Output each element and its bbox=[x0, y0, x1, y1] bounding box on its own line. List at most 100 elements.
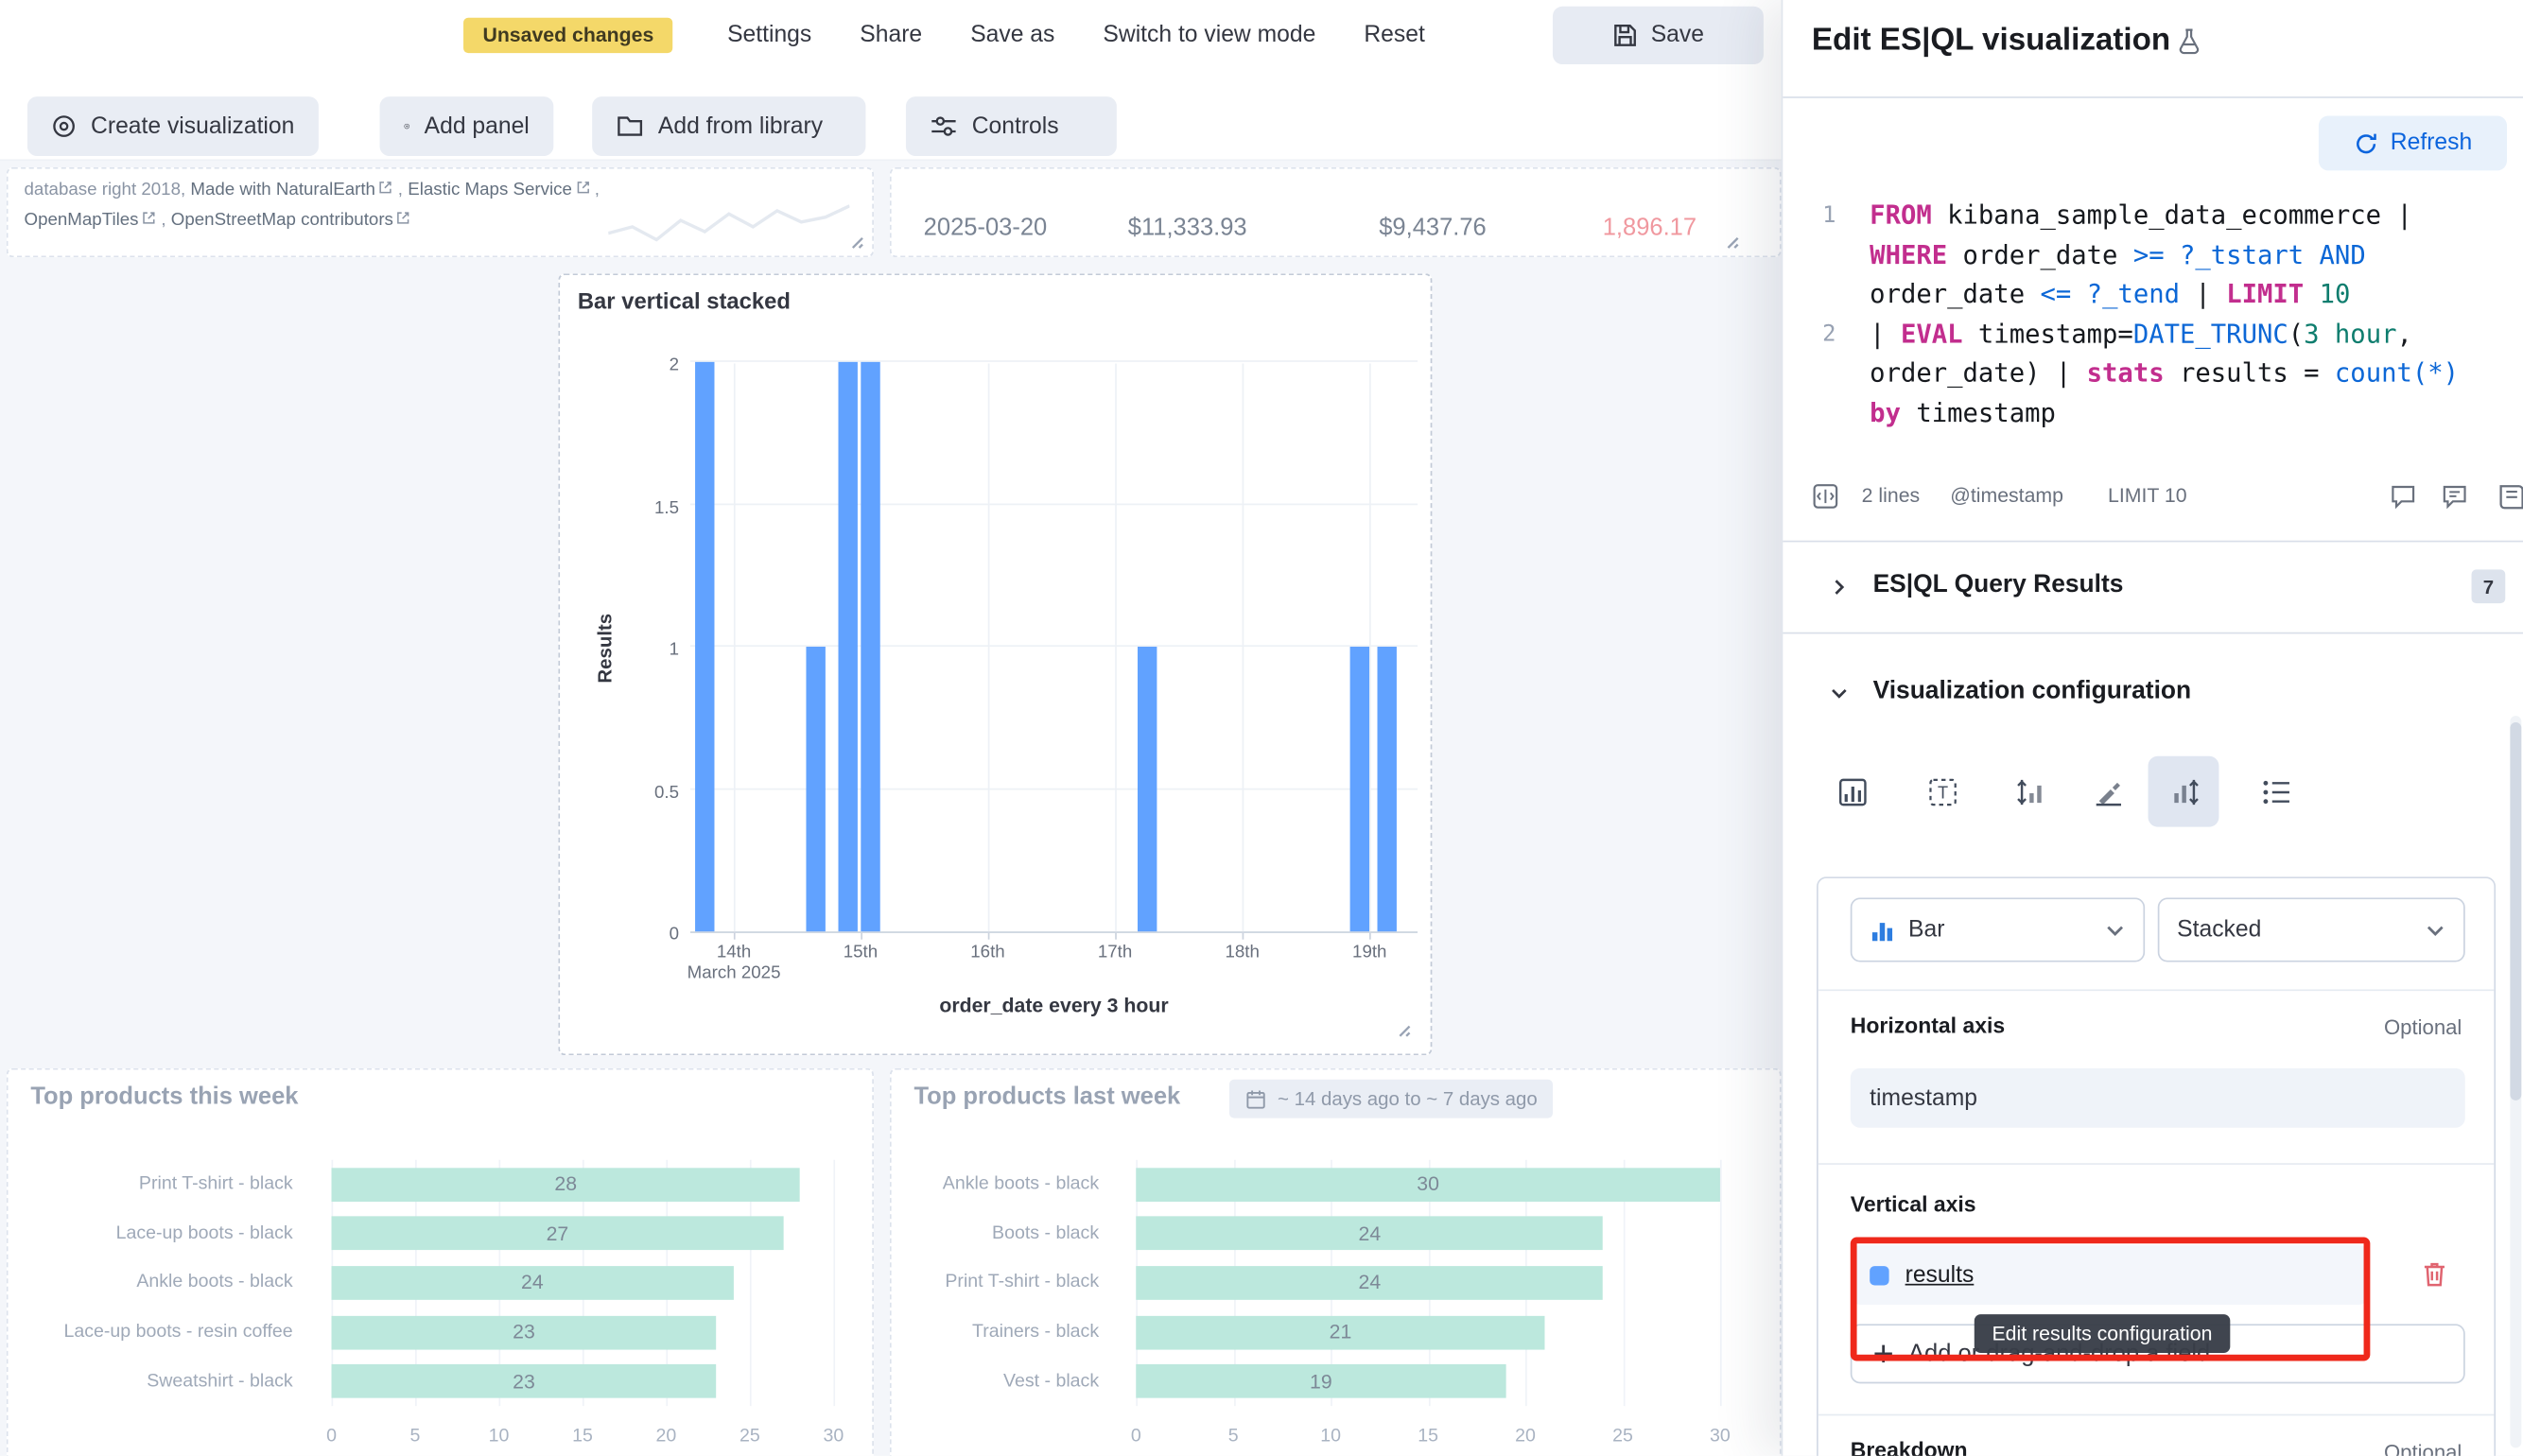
esql-results-accordion[interactable]: ES|QL Query Results 7 bbox=[1783, 541, 2523, 633]
y-axis-tick-label: 2 bbox=[669, 355, 680, 375]
code-text: WHERE order_date >= ?_tstart AND bbox=[1870, 238, 2366, 270]
products-this-week-chart: Print T-shirt - black 28 Lace-up boots - b… bbox=[9, 1070, 873, 1456]
series-color-swatch bbox=[1870, 1265, 1889, 1285]
controls-button[interactable]: Controls bbox=[905, 96, 1117, 157]
category-label: Lace-up boots - black bbox=[115, 1223, 293, 1244]
create-visualization-button[interactable]: Create visualization bbox=[26, 96, 319, 157]
bar-track: 23 bbox=[331, 1315, 834, 1349]
scrollbar-thumb[interactable] bbox=[2510, 721, 2522, 1101]
left-axis-button[interactable] bbox=[1995, 756, 2066, 827]
visualization-config-card: Bar Stacked Horizontal axis Optional tim… bbox=[1817, 876, 2497, 1456]
stacking-select[interactable]: Stacked bbox=[2157, 897, 2465, 962]
gridline bbox=[833, 1159, 836, 1407]
chart-rows: Ankle boots - black 30 Boots - black 24 Prin… bbox=[892, 1160, 1780, 1406]
attribution-link[interactable]: Made with NaturalEarth bbox=[190, 180, 375, 199]
bar: 24 bbox=[1136, 1266, 1604, 1300]
y-axis-tick-label: 1 bbox=[669, 640, 680, 660]
attribution-link[interactable]: OpenStreetMap contributors bbox=[170, 210, 393, 231]
legend-list-icon bbox=[2262, 780, 2289, 804]
editor-limit-label: LIMIT 10 bbox=[2108, 484, 2187, 507]
attribution-text: , bbox=[594, 180, 600, 199]
category-label: Ankle boots - black bbox=[136, 1273, 293, 1293]
category-label: Sweatshirt - black bbox=[147, 1371, 293, 1392]
x-axis: 0 5 10 15 20 25 30 bbox=[326, 1427, 844, 1452]
panel-title: Top products this week bbox=[30, 1083, 299, 1111]
resize-handle-icon[interactable] bbox=[1392, 1018, 1411, 1037]
category-label: Vest - black bbox=[1002, 1371, 1100, 1392]
feedback-icon[interactable] bbox=[2441, 482, 2468, 510]
editor-timestamp-label: @timestamp bbox=[1950, 484, 2063, 507]
attribution-link[interactable]: OpenMapTiles bbox=[24, 210, 139, 231]
chart-rows: Print T-shirt - black 28 Lace-up boots - b… bbox=[9, 1160, 873, 1406]
menu-item-reset[interactable]: Reset bbox=[1364, 22, 1425, 49]
x-axis-tick-label: 15th bbox=[843, 943, 879, 962]
editor-lines-count: 2 lines bbox=[1861, 484, 1921, 507]
results-dimension-link[interactable]: results bbox=[1905, 1261, 1975, 1289]
gridline bbox=[749, 1159, 752, 1407]
visualization-configuration-accordion[interactable]: Visualization configuration bbox=[1783, 633, 2523, 756]
x-axis-tick-label: 25 bbox=[740, 1427, 760, 1447]
value-label: 24 bbox=[521, 1272, 544, 1294]
esql-editor-lines[interactable]: 1 FROM kibana_sample_data_ecommerce | WHER… bbox=[1783, 197, 2523, 434]
chevron-down-icon bbox=[2427, 925, 2444, 936]
visual-options-button[interactable] bbox=[1817, 756, 1888, 827]
bar: 23 bbox=[331, 1364, 717, 1398]
attribution-link[interactable]: Elastic Maps Service bbox=[408, 180, 572, 199]
divider bbox=[1818, 1413, 2495, 1416]
legend-button[interactable] bbox=[2240, 756, 2311, 827]
category-label: Print T-shirt - black bbox=[945, 1273, 1100, 1293]
background-sparkline bbox=[608, 204, 850, 242]
results-accordion-label: ES|QL Query Results bbox=[1872, 571, 2124, 598]
refresh-icon bbox=[2356, 132, 2376, 153]
chart-type-select[interactable]: Bar bbox=[1850, 897, 2146, 962]
resize-handle-icon[interactable] bbox=[844, 230, 863, 249]
docs-icon[interactable] bbox=[2497, 482, 2523, 511]
menu-item-switch-to-view-mode[interactable]: Switch to view mode bbox=[1103, 22, 1316, 49]
x-axis: 0 5 10 15 20 25 30 bbox=[1131, 1427, 1731, 1452]
value-labels-button[interactable]: T bbox=[1906, 756, 1977, 827]
bar-track: 24 bbox=[1136, 1217, 1720, 1251]
y-axis-tick-label: 0.5 bbox=[654, 782, 680, 803]
add-panel-button[interactable]: Add panel bbox=[379, 96, 554, 157]
divider bbox=[1818, 1163, 2495, 1165]
chart-row: Lace-up boots - resin coffee 23 bbox=[9, 1308, 873, 1357]
save-button[interactable]: Save bbox=[1552, 6, 1764, 65]
visual-options-icon bbox=[1838, 777, 1866, 806]
resize-handle-icon[interactable] bbox=[1720, 230, 1739, 249]
x-axis-tick bbox=[734, 932, 736, 940]
chart-row: Vest - black 19 bbox=[892, 1357, 1780, 1406]
bar: 21 bbox=[1136, 1315, 1545, 1349]
top-products-this-week-panel[interactable]: Top products this week Print T-shirt - b… bbox=[6, 1067, 874, 1456]
bottom-axis-button[interactable] bbox=[2073, 756, 2144, 827]
menu-item-settings[interactable]: Settings bbox=[727, 22, 812, 49]
category-label: Lace-up boots - resin coffee bbox=[63, 1322, 293, 1343]
map-attribution-panel[interactable]: database right 2018, Made with NaturalEa… bbox=[6, 166, 874, 258]
value-label: 19 bbox=[1310, 1370, 1332, 1393]
bar bbox=[806, 647, 826, 932]
horizontal-axis-field[interactable]: timestamp bbox=[1850, 1067, 2465, 1128]
right-axis-button[interactable] bbox=[2148, 755, 2219, 827]
chart-type-value: Bar bbox=[1908, 916, 1945, 944]
x-axis-tick-label: 25 bbox=[1612, 1427, 1633, 1447]
vertical-axis-dimension[interactable]: results bbox=[1850, 1244, 2369, 1305]
delete-dimension-button[interactable] bbox=[2413, 1253, 2455, 1294]
line-number: 1 bbox=[1822, 202, 1836, 229]
bar: 27 bbox=[331, 1217, 784, 1251]
breakdown-optional: Optional bbox=[2383, 1439, 2462, 1456]
table-panel[interactable]: 2025-03-20 $11,333.93 $9,437.76 1,896.17 bbox=[889, 166, 1782, 258]
menu-item-share[interactable]: Share bbox=[860, 22, 923, 49]
bar-chart-plot bbox=[689, 360, 1418, 940]
x-axis-tick bbox=[1369, 932, 1371, 940]
gridline bbox=[689, 360, 1418, 362]
add-panel-label: Add panel bbox=[424, 113, 530, 140]
create-visualization-label: Create visualization bbox=[91, 113, 295, 140]
refresh-button[interactable]: Refresh bbox=[2318, 115, 2507, 171]
comment-icon[interactable] bbox=[2390, 482, 2417, 510]
top-products-last-week-panel[interactable]: Top products last week ~ 14 days ago to … bbox=[889, 1067, 1782, 1456]
menu-item-save-as[interactable]: Save as bbox=[970, 22, 1055, 49]
bar-chart-panel[interactable]: Bar vertical stacked Results 0 0.5 1 1.5 2 1… bbox=[558, 273, 1433, 1056]
add-from-library-button[interactable]: Add from library bbox=[592, 96, 866, 157]
flyout-scrollbar[interactable] bbox=[2510, 716, 2522, 1448]
results-count-badge: 7 bbox=[2471, 569, 2506, 604]
bar bbox=[1349, 647, 1369, 932]
